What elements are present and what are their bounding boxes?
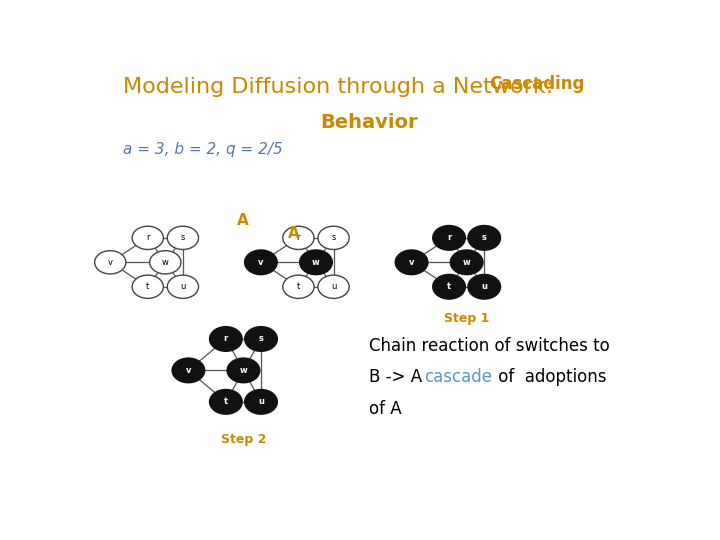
Text: s: s [482,233,487,242]
Circle shape [167,275,199,299]
Text: Chain reaction of switches to: Chain reaction of switches to [369,337,610,355]
Circle shape [210,390,241,414]
Circle shape [283,226,314,249]
Circle shape [167,226,199,249]
Text: w: w [162,258,168,267]
Circle shape [433,226,464,249]
Text: B -> A: B -> A [369,368,428,386]
Circle shape [246,251,276,274]
Text: v: v [108,258,113,267]
Text: r: r [297,233,300,242]
Text: v: v [258,258,264,267]
Circle shape [210,327,241,350]
Text: t: t [297,282,300,291]
Text: Step 1: Step 1 [444,312,490,325]
Circle shape [173,359,204,382]
Text: Behavior: Behavior [320,113,418,132]
Text: Cascading: Cascading [489,75,585,93]
Text: u: u [331,282,336,291]
Circle shape [246,327,276,350]
Text: u: u [481,282,487,291]
Circle shape [318,275,349,299]
Text: a = 3, b = 2, q = 2/5: a = 3, b = 2, q = 2/5 [124,141,283,157]
Text: u: u [258,397,264,406]
Text: w: w [240,366,248,375]
Circle shape [318,226,349,249]
Text: t: t [224,397,228,406]
Text: w: w [463,258,471,267]
Text: of A: of A [369,400,402,417]
Circle shape [132,275,163,299]
Text: r: r [224,334,228,343]
Text: s: s [181,233,185,242]
Circle shape [469,275,500,299]
Text: r: r [447,233,451,242]
Circle shape [451,251,482,274]
Circle shape [469,226,500,249]
Text: s: s [258,334,264,343]
Circle shape [94,251,126,274]
Text: Modeling Diffusion through a Network:: Modeling Diffusion through a Network: [124,77,561,97]
Circle shape [228,359,259,382]
Circle shape [300,251,332,274]
Text: t: t [447,282,451,291]
Circle shape [246,390,276,414]
Text: v: v [186,366,191,375]
Text: Step 2: Step 2 [221,433,266,446]
Circle shape [132,226,163,249]
Circle shape [150,251,181,274]
Text: cascade: cascade [423,368,492,386]
Circle shape [283,275,314,299]
Text: s: s [331,233,336,242]
Circle shape [396,251,427,274]
Text: w: w [312,258,320,267]
Text: of  adoptions: of adoptions [493,368,606,386]
Text: A: A [288,226,300,241]
Text: u: u [180,282,186,291]
Text: r: r [146,233,150,242]
Circle shape [433,275,464,299]
Text: t: t [146,282,149,291]
Text: v: v [409,258,414,267]
Text: A: A [238,213,249,228]
